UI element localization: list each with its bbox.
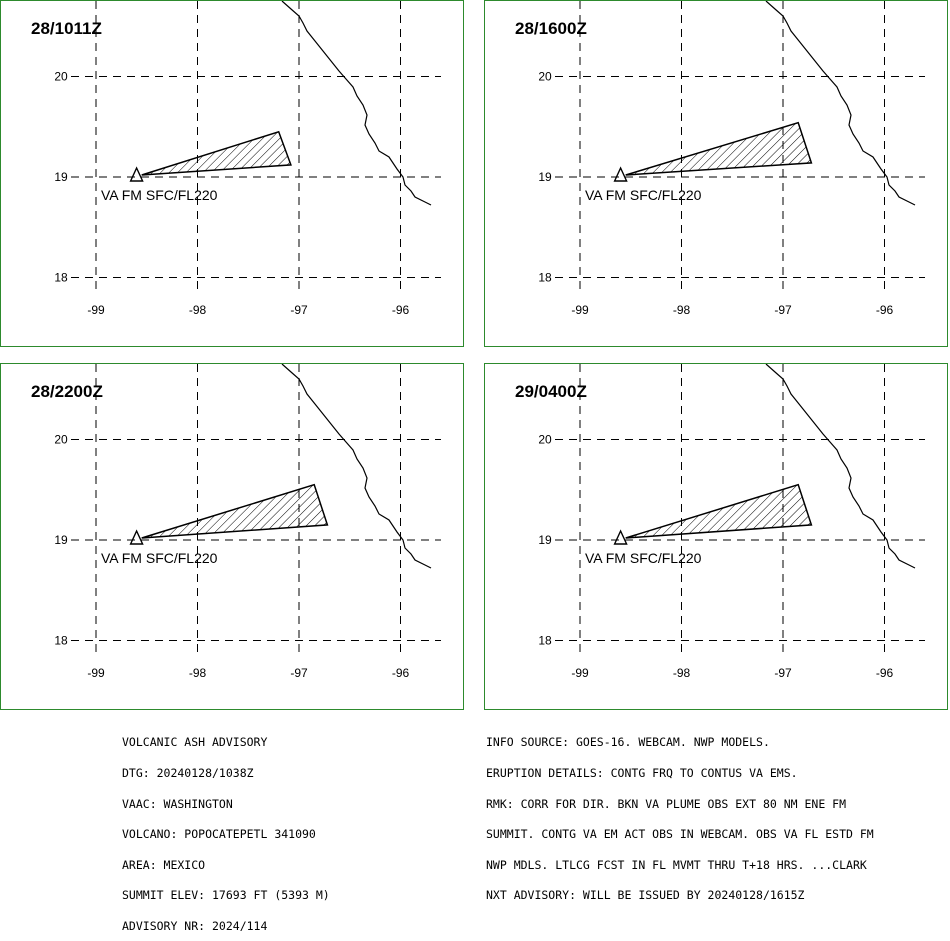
latitude-label: 18 — [54, 634, 68, 648]
forecast-panel: 20 19 18 -99 -98 -97 -96 VA FM SFC/FL220 28/1011… — [0, 0, 464, 347]
latitude-label: 20 — [54, 70, 68, 84]
ash-plume-polygon — [625, 483, 813, 539]
longitude-label: -96 — [876, 303, 894, 317]
remarks-line-3: NWP MDLS. LTLCG FCST IN FL MVMT THRU T+1… — [486, 857, 867, 872]
latitude-label: 18 — [538, 634, 552, 648]
latitude-label: 18 — [54, 271, 68, 285]
longitude-label: -99 — [87, 666, 105, 680]
advisory-header-block: VOLCANIC ASH ADVISORY DTG: 20240128/1038… — [122, 717, 330, 941]
forecast-map: 20 19 18 -99 -98 -97 -96 VA FM SFC/FL220 — [54, 364, 441, 680]
latitude-label: 18 — [538, 271, 552, 285]
longitude-label: -98 — [673, 303, 691, 317]
latitude-label: 19 — [54, 170, 68, 184]
coastline — [281, 364, 432, 569]
remarks-line-1: RMK: CORR FOR DIR. BKN VA PLUME OBS EXT … — [486, 796, 847, 811]
coastline — [281, 1, 432, 206]
va-level-label: VA FM SFC/FL220 — [585, 187, 702, 203]
advisory-area: AREA: MEXICO — [122, 857, 206, 872]
va-level-label: VA FM SFC/FL220 — [101, 187, 218, 203]
longitude-label: -99 — [571, 666, 589, 680]
forecast-map: 20 19 18 -99 -98 -97 -96 VA FM SFC/FL220 — [538, 1, 925, 317]
longitude-label: -98 — [673, 666, 691, 680]
va-level-label: VA FM SFC/FL220 — [585, 550, 702, 566]
longitude-label: -97 — [774, 303, 792, 317]
forecast-map: 20 19 18 -99 -98 -97 -96 VA FM SFC/FL220 — [538, 364, 925, 680]
latitude-label: 19 — [54, 533, 68, 547]
advisory-number: ADVISORY NR: 2024/114 — [122, 918, 268, 933]
advisory-title: VOLCANIC ASH ADVISORY — [122, 735, 268, 750]
longitude-label: -99 — [87, 303, 105, 317]
advisory-dtg: DTG: 20240128/1038Z — [122, 766, 254, 780]
forecast-panel: 20 19 18 -99 -98 -97 -96 VA FM SFC/FL220 28/1600… — [484, 0, 948, 347]
volcano-icon — [129, 529, 144, 545]
longitude-label: -97 — [774, 666, 792, 680]
panel-time-title: 28/1011Z — [31, 19, 102, 38]
volcano-icon — [129, 166, 144, 182]
advisory-details-block: INFO SOURCE: GOES-16. WEBCAM. NWP MODELS… — [486, 717, 874, 911]
forecast-panel: 20 19 18 -99 -98 -97 -96 VA FM SFC/FL220 28/2200… — [0, 363, 464, 710]
longitude-label: -97 — [290, 666, 308, 680]
ash-plume-polygon — [625, 121, 813, 176]
longitude-label: -98 — [189, 666, 207, 680]
longitude-label: -96 — [392, 303, 410, 317]
volcano-icon — [613, 529, 628, 545]
coastline — [765, 364, 916, 569]
longitude-label: -97 — [290, 303, 308, 317]
latitude-label: 20 — [538, 433, 552, 447]
longitude-label: -96 — [392, 666, 410, 680]
info-source: INFO SOURCE: GOES-16. WEBCAM. NWP MODELS… — [486, 735, 770, 750]
latitude-label: 20 — [538, 70, 552, 84]
remarks-line-2: SUMMIT. CONTG VA EM ACT OBS IN WEBCAM. O… — [486, 827, 874, 842]
longitude-label: -96 — [876, 666, 894, 680]
ash-plume-polygon — [141, 130, 292, 176]
longitude-label: -99 — [571, 303, 589, 317]
panel-time-title: 28/2200Z — [31, 382, 103, 401]
ash-plume-polygon — [141, 483, 329, 539]
advisory-vaac: VAAC: WASHINGTON — [122, 796, 233, 811]
coastline — [765, 1, 916, 206]
latitude-label: 20 — [54, 433, 68, 447]
va-level-label: VA FM SFC/FL220 — [101, 550, 218, 566]
panel-time-title: 29/0400Z — [515, 382, 587, 401]
latitude-label: 19 — [538, 533, 552, 547]
eruption-details: ERUPTION DETAILS: CONTG FRQ TO CONTUS VA… — [486, 766, 798, 780]
longitude-label: -98 — [189, 303, 207, 317]
advisory-volcano: VOLCANO: POPOCATEPETL 341090 — [122, 827, 316, 842]
forecast-map: 20 19 18 -99 -98 -97 -96 VA FM SFC/FL220 — [54, 1, 441, 317]
volcano-icon — [613, 166, 628, 182]
advisory-summit-elev: SUMMIT ELEV: 17693 FT (5393 M) — [122, 888, 330, 903]
latitude-label: 19 — [538, 170, 552, 184]
next-advisory: NXT ADVISORY: WILL BE ISSUED BY 20240128… — [486, 888, 805, 903]
forecast-panel: 20 19 18 -99 -98 -97 -96 VA FM SFC/FL220 29/0400… — [484, 363, 948, 710]
panel-time-title: 28/1600Z — [515, 19, 587, 38]
